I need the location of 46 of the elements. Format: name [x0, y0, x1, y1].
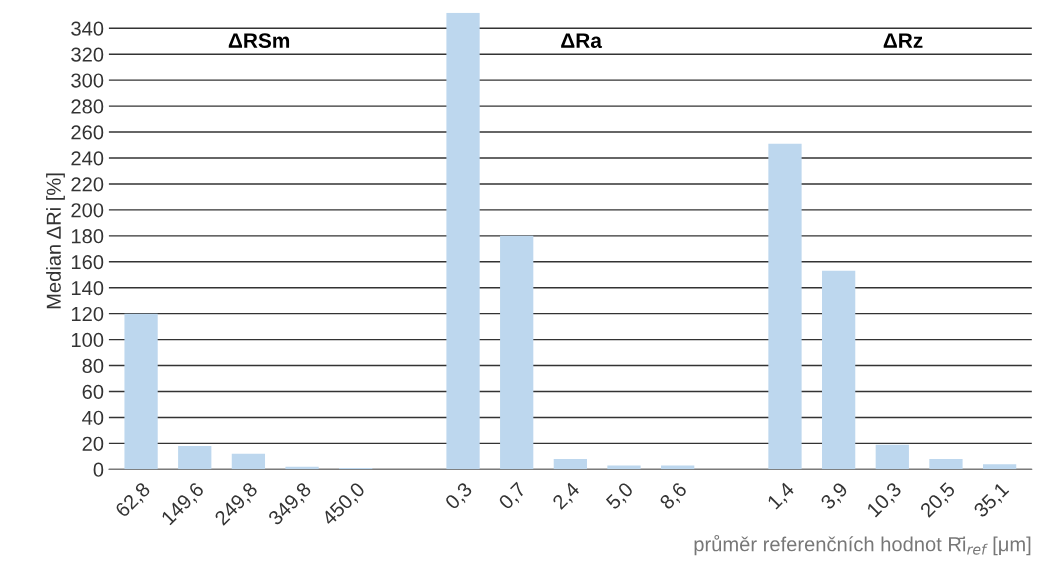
bar [231, 453, 266, 470]
x-tick-label: 2,4 [551, 481, 583, 512]
annotation: ΔRz [883, 33, 923, 48]
y-tick-label: 340 [71, 21, 104, 36]
y-tick-label: 240 [71, 151, 104, 166]
bar [500, 235, 534, 470]
x-tick-label: 35,1 [972, 481, 1012, 520]
y-tick-label: 320 [71, 47, 104, 62]
bar [178, 445, 212, 470]
y-tick-label: 0 [93, 462, 104, 477]
y-tick-label: 80 [82, 358, 104, 374]
bar [822, 270, 856, 470]
y-tick-label: 280 [71, 99, 104, 114]
bar [607, 465, 641, 470]
x-tick-label: 62,8 [114, 481, 153, 520]
y-tick-label: 160 [71, 255, 104, 270]
x-tick-label: 0,7 [497, 481, 529, 512]
y-tick-label: 260 [71, 125, 104, 140]
y-tick-label: 60 [82, 384, 104, 399]
bar [768, 143, 802, 470]
annotation: ΔRSm [228, 33, 290, 48]
y-tick-label: 40 [82, 410, 104, 425]
x-tick-label: 3,9 [819, 481, 851, 512]
y-axis-title: Median ΔRi [%] [46, 173, 65, 309]
bar [553, 458, 587, 470]
y-tick-label: 220 [71, 177, 104, 192]
x-tick-label: 10,3 [866, 481, 904, 520]
y-tick-label: 120 [71, 306, 104, 322]
x-tick-label: 0,3 [444, 481, 475, 512]
y-tick-label: 100 [71, 332, 104, 348]
y-tick-label: 200 [71, 203, 104, 218]
x-tick-label: 5,0 [605, 481, 636, 512]
bar [661, 465, 695, 470]
bar [929, 458, 963, 470]
annotation: ΔRa [561, 33, 603, 48]
y-tick-label: 180 [71, 229, 104, 244]
bar [124, 313, 158, 470]
y-tick-label: 300 [71, 73, 104, 88]
y-tick-label: 140 [71, 280, 104, 296]
bar [982, 464, 1017, 470]
x-axis-title: průměr referenčních hodnot R̄i$_{ref}$ [μm] [694, 534, 1031, 556]
bar [875, 444, 909, 470]
bar [446, 12, 480, 470]
x-tick-label: 1,4 [766, 481, 797, 512]
x-tick-label: 8,6 [658, 481, 690, 512]
y-tick-label: 20 [82, 436, 104, 451]
